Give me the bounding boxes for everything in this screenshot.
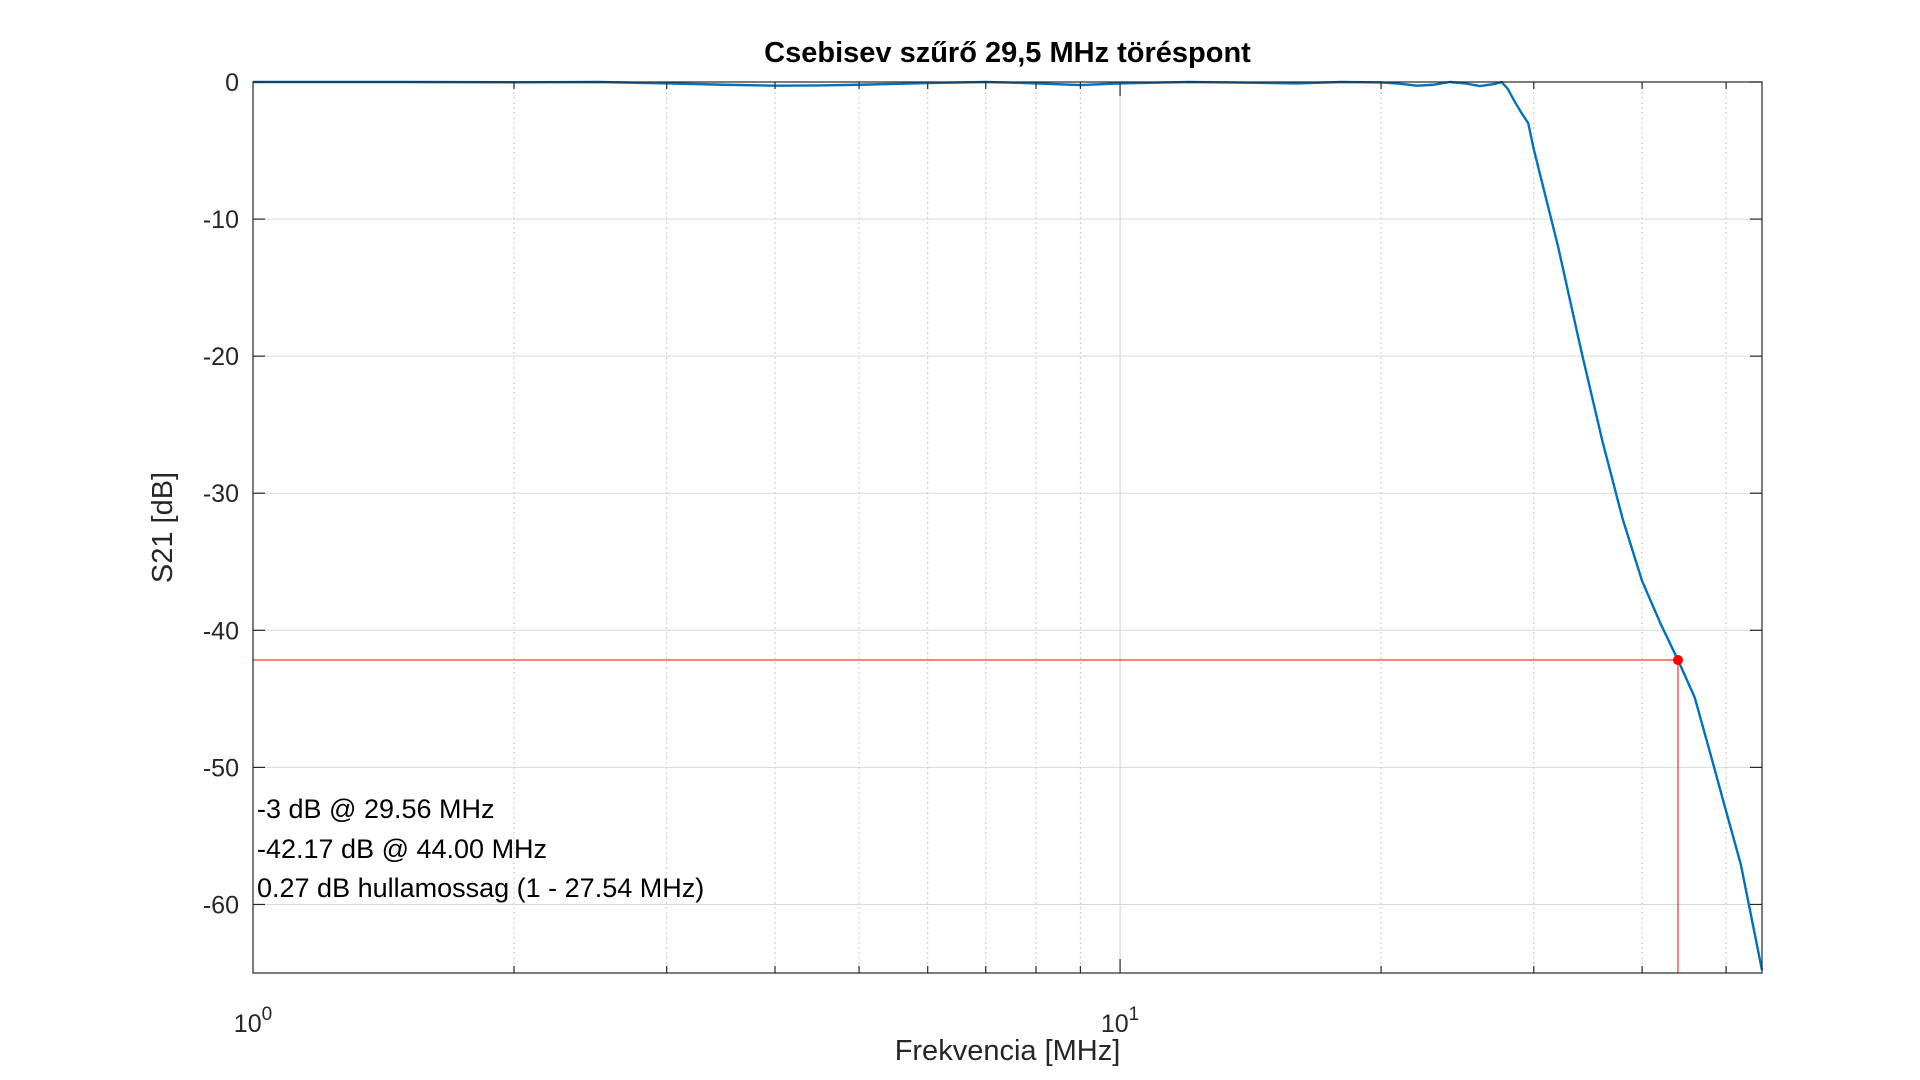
series-line [253, 80, 1764, 971]
y-tick-label: -60 [203, 891, 239, 919]
series-layer [253, 80, 1764, 971]
plot-frame [252, 81, 1763, 974]
y-tick-label: -50 [203, 754, 239, 782]
x-axis-label: Frekvencia [MHz] [895, 1035, 1121, 1067]
y-tick-label: -40 [203, 617, 239, 645]
y-tick-label: 0 [225, 69, 239, 97]
annotation-3db: -3 dB @ 29.56 MHz [257, 794, 495, 824]
y-axis-label: S21 [dB] [147, 472, 179, 583]
marker-guides [253, 659, 1679, 973]
ticks: 0 -10 -20 -30 -40 -50 -60 100 101 [203, 69, 1762, 1038]
y-tick-label: -10 [203, 206, 239, 234]
x-tick-label: 100 [234, 1004, 272, 1038]
x-tick-label: 101 [1101, 1004, 1139, 1038]
y-tick-label: -30 [203, 480, 239, 508]
marker-point [1672, 655, 1683, 666]
y-tick-label: -20 [203, 343, 239, 371]
grid [253, 82, 1762, 973]
chart-title: Csebisev szűrő 29,5 MHz töréspont [764, 37, 1251, 69]
annotation-marker: -42.17 dB @ 44.00 MHz [257, 834, 547, 864]
annotation-ripple: 0.27 dB hullamossag (1 - 27.54 MHz) [257, 873, 704, 903]
annotations: -3 dB @ 29.56 MHz -42.17 dB @ 44.00 MHz … [257, 794, 704, 903]
